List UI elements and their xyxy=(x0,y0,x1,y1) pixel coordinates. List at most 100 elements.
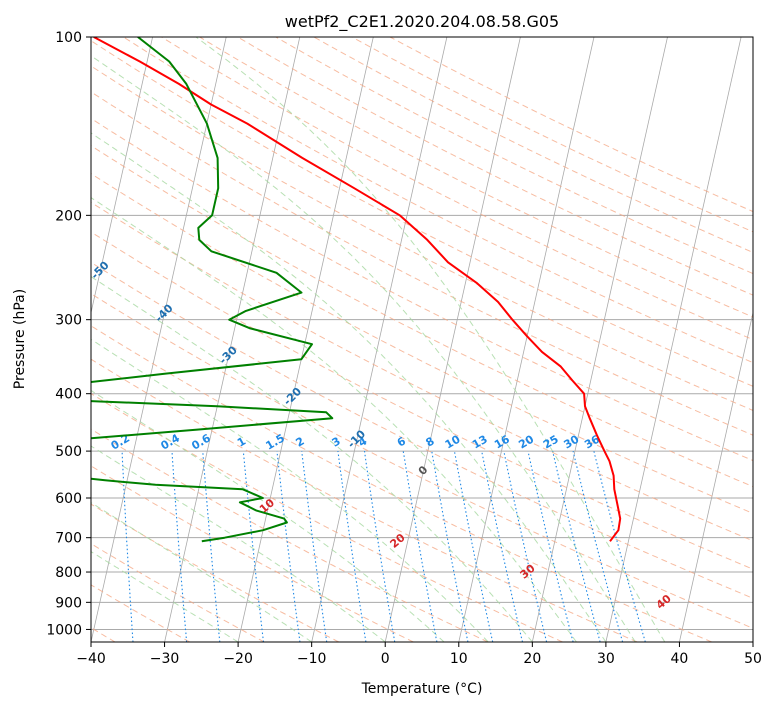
dry-adiabat-label: 30 xyxy=(518,561,538,581)
plot-area: 0.10.20.40.611.52346810131620253036-100-… xyxy=(24,37,674,612)
mixing-ratio-label: 20 xyxy=(516,432,536,451)
moist-adiabat-line xyxy=(91,502,312,642)
isotherm-line xyxy=(752,640,753,642)
x-tick-label: 30 xyxy=(597,651,615,667)
y-tick-label: 600 xyxy=(55,491,82,507)
mixing-ratio-label: 0.6 xyxy=(189,431,213,452)
x-tick-label: 50 xyxy=(744,651,762,667)
mixing-ratio-label: 1 xyxy=(235,435,248,450)
mixing-ratio-label: 13 xyxy=(470,433,490,452)
mixing-ratio-line xyxy=(481,450,524,642)
y-tick-label: 300 xyxy=(55,313,82,329)
dry-adiabat-line xyxy=(91,358,638,642)
mixing-ratio-label: 2 xyxy=(293,435,306,450)
dry-adiabat-line xyxy=(91,428,489,642)
mixing-ratio-line xyxy=(171,451,188,642)
plot-frame xyxy=(90,36,754,643)
isotherm-line xyxy=(531,37,668,642)
dry-adiabat-label: 20 xyxy=(388,531,408,551)
isotherm-line xyxy=(384,37,521,642)
mixing-ratio-line xyxy=(453,450,494,642)
dry-adiabat-line xyxy=(237,37,753,296)
isotherm-line xyxy=(605,37,742,642)
background-lines xyxy=(0,37,753,642)
mixing-ratio-line xyxy=(202,451,221,642)
dry-adiabat-line xyxy=(91,201,753,542)
dewpoint-profile xyxy=(91,37,334,543)
x-tick-label: −10 xyxy=(297,651,327,667)
y-tick-label: 400 xyxy=(55,387,82,403)
moist-adiabat-line xyxy=(91,338,489,642)
y-tick-label: 200 xyxy=(55,208,82,224)
isotherm-label: -50 xyxy=(88,258,111,281)
dry-adiabat-line xyxy=(91,65,753,411)
dry-adiabat-line xyxy=(199,37,753,318)
mixing-ratio-line xyxy=(572,450,624,642)
isotherm-line xyxy=(91,37,227,642)
dry-adiabat-line xyxy=(91,392,563,642)
dry-adiabat-line xyxy=(91,325,712,642)
x-tick-label: −20 xyxy=(223,651,253,667)
dry-adiabat-line xyxy=(91,465,414,642)
dry-adiabat-line xyxy=(91,173,753,514)
x-tick-label: 0 xyxy=(381,651,390,667)
y-tick-label: 500 xyxy=(55,444,82,460)
x-tick-label: 40 xyxy=(671,651,689,667)
mixing-ratio-label: 16 xyxy=(492,432,512,451)
y-tick-label: 100 xyxy=(55,30,82,46)
mixing-ratio-line xyxy=(593,450,646,642)
dry-adiabat-line xyxy=(91,40,753,387)
isotherm-label: -30 xyxy=(217,343,240,366)
dry-adiabat-line xyxy=(389,37,753,213)
isotherm-line xyxy=(164,37,301,642)
mixing-ratio-line xyxy=(301,451,328,642)
isotherm-line xyxy=(0,37,6,642)
isotherm-line xyxy=(679,310,753,642)
y-tick-label: 700 xyxy=(55,531,82,547)
x-axis-label: Temperature (°C) xyxy=(361,681,483,697)
moist-adiabat-line xyxy=(91,197,577,642)
dry-adiabat-label: 40 xyxy=(654,592,674,612)
isotherm-label: -20 xyxy=(281,385,304,408)
dry-adiabat-line xyxy=(161,37,753,341)
mixing-ratio-line xyxy=(402,451,438,642)
y-tick-label: 1000 xyxy=(46,622,82,638)
mixing-ratio-line xyxy=(431,451,469,642)
moist-adiabat-line xyxy=(91,132,607,642)
mixing-ratio-label: 0.4 xyxy=(159,431,183,452)
dry-adiabat-line xyxy=(91,117,753,462)
dry-adiabat-line xyxy=(91,145,753,488)
isotherm-line xyxy=(458,37,595,642)
chart-title: wetPf2_C2E1.2020.204.08.58.G05 xyxy=(285,12,559,32)
mixing-ratio-label: 10 xyxy=(443,432,463,451)
temperature-profile xyxy=(93,37,622,542)
moist-adiabat-line xyxy=(195,37,666,642)
dry-adiabat-line xyxy=(123,37,753,364)
x-tick-label: −30 xyxy=(150,651,180,667)
dry-adiabat-line xyxy=(91,293,753,629)
dry-adiabat-line xyxy=(91,584,190,642)
dry-adiabat-line xyxy=(91,91,753,436)
y-tick-label: 900 xyxy=(55,595,82,611)
axes: −40 −30 −20 −10 0 10 20 30 40 5010020030040050060… xyxy=(46,30,762,667)
y-tick-label: 800 xyxy=(55,565,82,581)
moist-adiabat-line xyxy=(91,389,445,642)
mixing-ratio-line xyxy=(242,451,265,642)
mixing-ratio-line xyxy=(337,451,367,642)
dry-adiabat-line xyxy=(91,503,340,642)
isotherm-label: -60 xyxy=(24,216,47,239)
x-tick-label: 20 xyxy=(523,651,541,667)
mixing-ratio-line xyxy=(503,450,548,642)
mixing-ratio-label: 8 xyxy=(423,435,436,450)
mixing-ratio-line xyxy=(276,451,301,642)
mixing-ratio-line xyxy=(363,451,396,642)
x-tick-label: −40 xyxy=(76,651,106,667)
moist-adiabat-line xyxy=(91,275,533,642)
moist-adiabat-line xyxy=(91,551,239,642)
mixing-ratio-label: 6 xyxy=(395,434,408,449)
y-axis-label: Pressure (hPa) xyxy=(12,289,28,389)
dry-adiabat-line xyxy=(313,37,753,253)
moist-adiabat-line xyxy=(91,55,636,642)
mixing-ratio-label: 1.5 xyxy=(264,432,287,453)
